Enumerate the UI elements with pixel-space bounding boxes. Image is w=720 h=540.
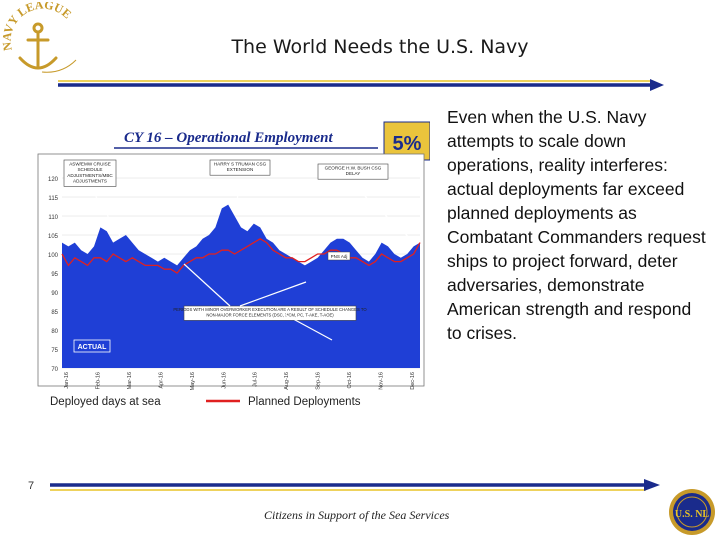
anchor-icon (18, 22, 58, 70)
x-axis: Jan-16 Feb-16 Mar-16 Apr-16 May-16 Jun-16 Jul-… (64, 372, 416, 390)
annotation-schedule-text: ADJUSTMENTS (73, 178, 107, 183)
navy-league-seal: U.S. NL (669, 489, 715, 535)
x-tick-label: Oct-16 (347, 372, 353, 389)
annotation-minor-execution-text: NON-MAJOR FORCE ELEMENTS (DSC, MCM, PC, … (206, 312, 334, 317)
x-tick-label: Mar-16 (127, 372, 133, 389)
slide-body-text: Even when the U.S. Navy attempts to scal… (447, 107, 706, 343)
actual-label: ACTUAL (78, 344, 107, 351)
y-tick-label: 110 (48, 215, 58, 221)
y-tick-label: 100 (48, 253, 59, 259)
planned-line (61, 238, 421, 274)
percent-badge-label: 5% (393, 133, 422, 155)
arrow-bush (351, 183, 415, 243)
arrow-minor-1 (183, 263, 231, 307)
annotation-schedule-text: ASW/EMW CRUISE (69, 162, 111, 167)
x-tick-label: Jan-16 (64, 372, 70, 389)
page-number: 7 (28, 480, 35, 492)
x-tick-label: Dec-16 (410, 372, 416, 390)
y-tick-label: 75 (51, 348, 58, 354)
y-tick-label: 120 (48, 177, 59, 183)
seal-text: U.S. NL (675, 509, 710, 520)
y-tick-label: 80 (51, 329, 58, 335)
annotation-schedule-text: ADJUSTMENTS/MBC (67, 173, 113, 178)
x-tick-label: Jul-16 (253, 372, 259, 387)
annotation-schedule-text: SCHEDULE (77, 167, 102, 172)
annotation-minor-execution-box (183, 305, 357, 321)
x-tick-label: Feb-16 (95, 372, 101, 389)
title-divider (58, 79, 664, 91)
actual-label-box (73, 339, 111, 353)
x-tick-label: May-16 (190, 372, 196, 390)
annotation-bush-box (317, 163, 389, 180)
y-tick-label: 70 (51, 367, 58, 373)
arrow-minor-3 (283, 313, 333, 341)
slide-title: The World Needs the U.S. Navy (231, 36, 529, 58)
legend-label-deployed: Deployed days at sea (50, 396, 161, 408)
y-tick-label: 90 (51, 291, 58, 297)
operational-employment-chart: CY 16 – Operational Employment 5% 120 115… (37, 121, 430, 408)
annotation-bush-text: DELAY (346, 171, 361, 176)
plan-tag-box (327, 251, 351, 261)
annotation-schedule-box (63, 159, 117, 187)
annotation-truman-text: EXTENSION (227, 167, 254, 172)
y-tick-label: 115 (48, 196, 58, 202)
plot-series (61, 204, 421, 368)
y-tick-label: 95 (51, 272, 58, 278)
legend-label-planned: Planned Deployments (248, 396, 361, 408)
y-tick-label: 105 (48, 234, 59, 240)
annotation-minor-execution-text: PERIODS WITH MINOR OVERWORKER EXECUTION … (173, 307, 367, 312)
footer-tagline: Citizens in Support of the Sea Services (264, 508, 450, 522)
x-tick-label: Jun-16 (221, 372, 227, 389)
annotation-truman-text: HARRY S TRUMAN CSG (214, 162, 267, 167)
arrow-minor-2 (239, 281, 307, 307)
chart-title: CY 16 – Operational Employment (124, 130, 333, 146)
y-tick-label: 85 (51, 310, 58, 316)
deployed-area (62, 204, 420, 368)
x-tick-label: Apr-16 (158, 372, 164, 389)
x-tick-label: Aug-16 (284, 372, 290, 390)
arrow-truman (235, 179, 241, 209)
annotation-truman-box (209, 159, 271, 176)
navy-league-logo: NAVY LEAGUE (2, 2, 77, 73)
annotations: ASW/EMW CRUISESCHEDULEADJUSTMENTS/MBCADJ… (63, 159, 415, 353)
annotation-bush-text: GEORGE H.W. BUSH CSG (325, 166, 382, 171)
plan-tag: PNS Adj (331, 254, 348, 259)
x-tick-label: Nov-16 (379, 372, 385, 390)
arrow-schedule (91, 189, 121, 237)
x-tick-label: Sep-16 (316, 372, 322, 390)
footer-divider (50, 479, 660, 491)
